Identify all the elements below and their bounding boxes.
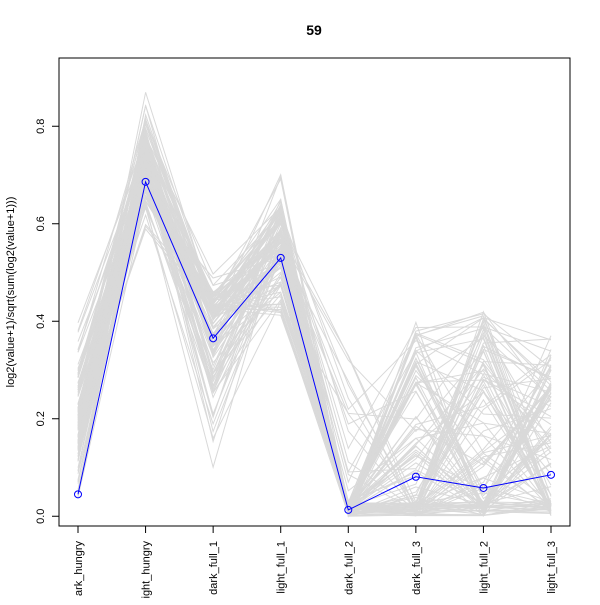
highlight-point-light_full_3 (547, 470, 555, 479)
x-tick-label: light_full_2 (478, 541, 490, 594)
highlight-point-dark_hungry (74, 490, 82, 499)
highlight-point-light_full_2 (479, 483, 488, 492)
background-series-line (77, 167, 552, 513)
background-series-line (77, 158, 552, 517)
x-tick-label: dark_full_1 (208, 541, 220, 595)
x-tick-label: light_full_3 (546, 541, 558, 594)
highlight-point-dark_full_2 (344, 505, 353, 514)
highlight-point-dark_full_3 (411, 472, 420, 481)
highlight-point-light_hungry (141, 177, 150, 186)
x-tick-label: light_full_1 (276, 541, 288, 594)
y-tick-label: 0.4 (35, 314, 47, 329)
background-series-line (77, 104, 552, 515)
x-tick-label: dark_full_3 (411, 541, 423, 595)
background-series-line (77, 134, 552, 510)
background-series-line (77, 150, 552, 512)
highlight-point-light_full_1 (276, 253, 285, 262)
background-series-line (77, 223, 552, 514)
y-tick-label: 0.2 (35, 411, 47, 426)
chart-title: 59 (306, 22, 322, 38)
highlight-point-dark_full_1 (209, 334, 218, 343)
x-tick-label: ight_hungry (141, 541, 153, 599)
y-tick-label: 0.8 (35, 119, 47, 134)
background-series-line (77, 161, 552, 512)
y-tick-label: 0.0 (35, 509, 47, 524)
x-tick-label: ark_hungry (73, 541, 85, 597)
background-series-line (77, 142, 552, 473)
y-tick-label: 0.6 (35, 216, 47, 231)
background-series-line (77, 166, 552, 515)
y-axis: 0.0 0.2 0.4 0.6 0.8 (35, 119, 60, 524)
background-series-line (77, 189, 552, 517)
highlight-series-group (74, 177, 555, 514)
x-tick-label: dark_full_2 (343, 541, 355, 595)
y-axis-label: log2(value+1)/sqrt(sum(log2(value+1))) (5, 197, 17, 388)
highlight-series-line (77, 180, 552, 511)
x-axis: ark_hungry ight_hungry dark_full_1 light_fu… (73, 525, 558, 599)
